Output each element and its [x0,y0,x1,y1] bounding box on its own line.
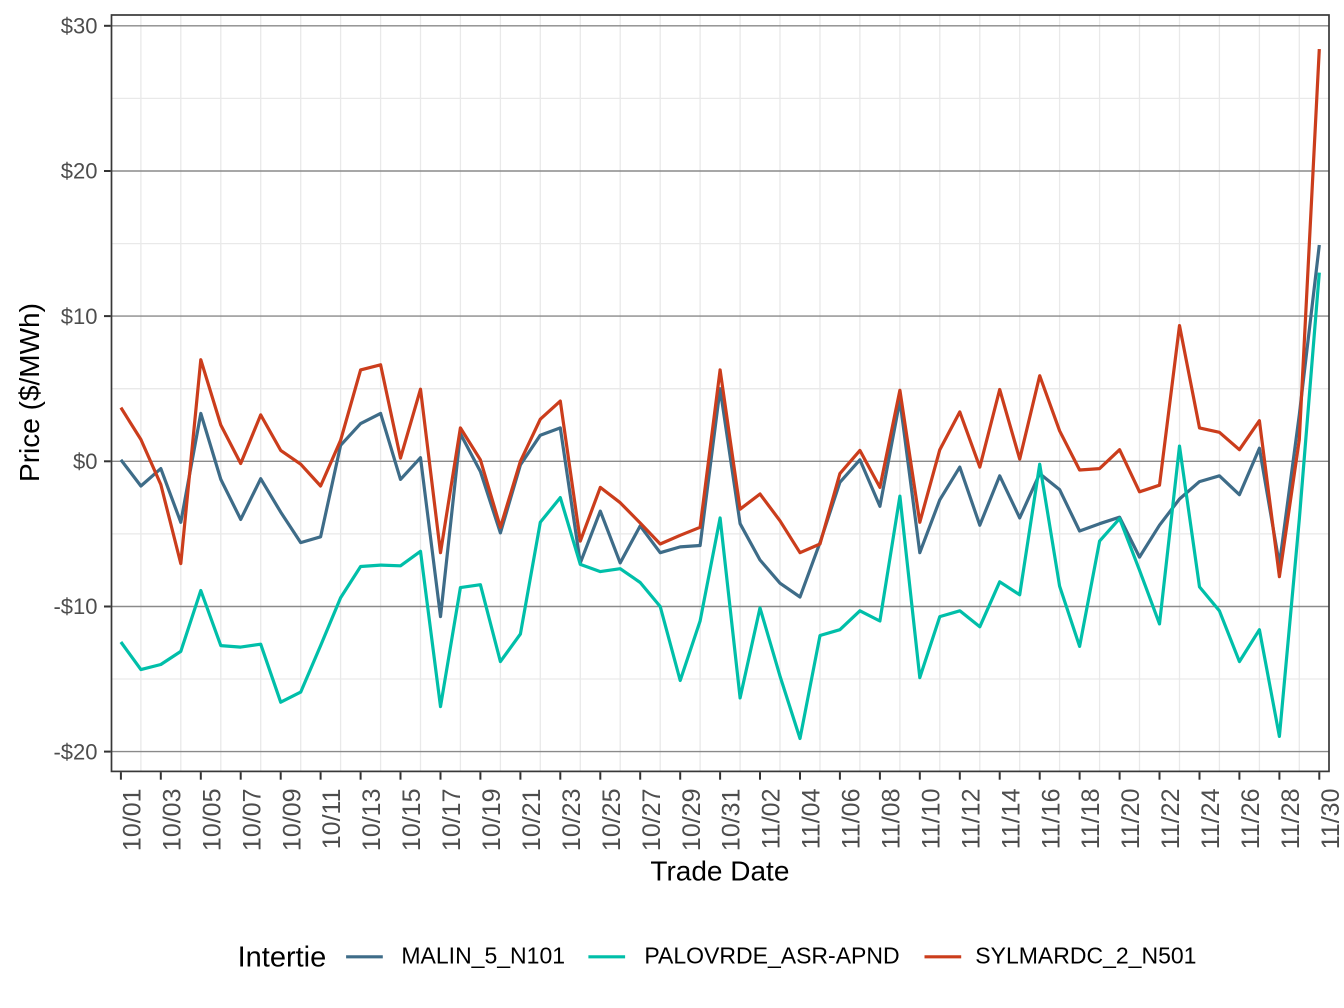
svg-text:-$10: -$10 [53,594,97,619]
svg-text:10/25: 10/25 [598,789,626,852]
svg-text:10/03: 10/03 [158,789,186,852]
svg-text:Price ($/MWh): Price ($/MWh) [14,303,45,482]
svg-text:11/06: 11/06 [838,789,866,850]
svg-text:11/24: 11/24 [1197,788,1225,849]
svg-text:11/08: 11/08 [878,789,906,850]
svg-text:11/16: 11/16 [1037,789,1065,850]
svg-text:$20: $20 [61,159,98,184]
svg-text:11/14: 11/14 [997,788,1025,849]
svg-text:10/01: 10/01 [119,789,147,852]
svg-text:10/27: 10/27 [638,789,666,852]
svg-text:MALIN_5_N101: MALIN_5_N101 [401,942,565,968]
svg-text:Intertie: Intertie [238,942,327,974]
svg-text:10/23: 10/23 [558,789,586,852]
svg-text:SYLMARDC_2_N501: SYLMARDC_2_N501 [975,942,1196,968]
svg-text:10/19: 10/19 [478,789,506,852]
svg-text:11/28: 11/28 [1277,789,1305,850]
svg-text:10/17: 10/17 [438,789,466,852]
svg-text:10/31: 10/31 [718,789,746,852]
svg-text:11/26: 11/26 [1237,789,1265,850]
svg-text:10/05: 10/05 [198,789,226,852]
svg-text:11/10: 11/10 [917,789,945,850]
svg-text:$0: $0 [73,449,97,474]
svg-text:$10: $10 [61,304,98,329]
svg-text:11/20: 11/20 [1117,789,1145,850]
svg-text:10/09: 10/09 [278,789,306,852]
svg-text:10/21: 10/21 [518,789,546,852]
svg-text:Trade Date: Trade Date [650,856,789,887]
svg-text:11/12: 11/12 [957,789,985,850]
svg-text:$30: $30 [61,14,98,39]
svg-text:10/07: 10/07 [238,789,266,852]
svg-text:11/04: 11/04 [798,788,826,849]
svg-text:PALOVRDE_ASR-APND: PALOVRDE_ASR-APND [644,942,899,968]
svg-text:10/13: 10/13 [358,789,386,852]
svg-text:10/15: 10/15 [398,789,426,852]
svg-text:11/30: 11/30 [1317,789,1344,850]
svg-text:11/22: 11/22 [1157,789,1185,850]
svg-text:10/29: 10/29 [678,789,706,852]
svg-text:11/18: 11/18 [1077,789,1105,850]
svg-text:11/02: 11/02 [758,789,786,850]
svg-text:10/11: 10/11 [318,789,346,850]
svg-text:-$20: -$20 [53,739,97,764]
